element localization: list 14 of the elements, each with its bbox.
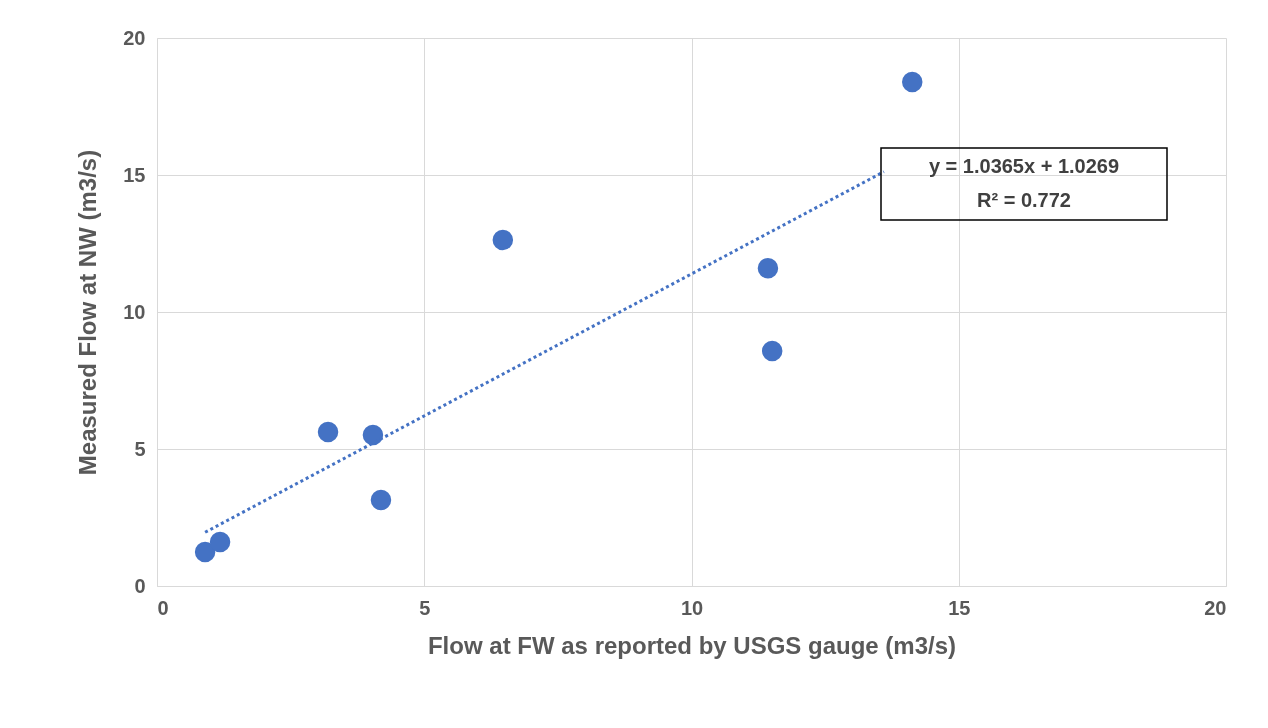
x-tick-label: 20	[1204, 596, 1227, 619]
x-tick-label: 5	[419, 596, 431, 619]
x-tick-label: 15	[948, 596, 971, 619]
y-tick-label: 15	[123, 163, 146, 186]
annotation: R² = 0.772	[977, 189, 1071, 211]
x-axis-title: Flow at FW as reported by USGS gauge (m3/s)	[427, 631, 957, 659]
y-tick-label: 20	[123, 26, 146, 49]
y-tick-label: 0	[134, 574, 146, 597]
x-tick-label: 10	[680, 596, 704, 619]
x-tick-label: 0	[157, 596, 169, 619]
annotation: y = 1.0365x + 1.0269	[928, 155, 1120, 177]
y-tick-label: 5	[134, 437, 146, 460]
y-tick-label: 10	[123, 300, 146, 323]
y-axis-title: Measured Flow at NW (m3/s)	[74, 149, 102, 476]
